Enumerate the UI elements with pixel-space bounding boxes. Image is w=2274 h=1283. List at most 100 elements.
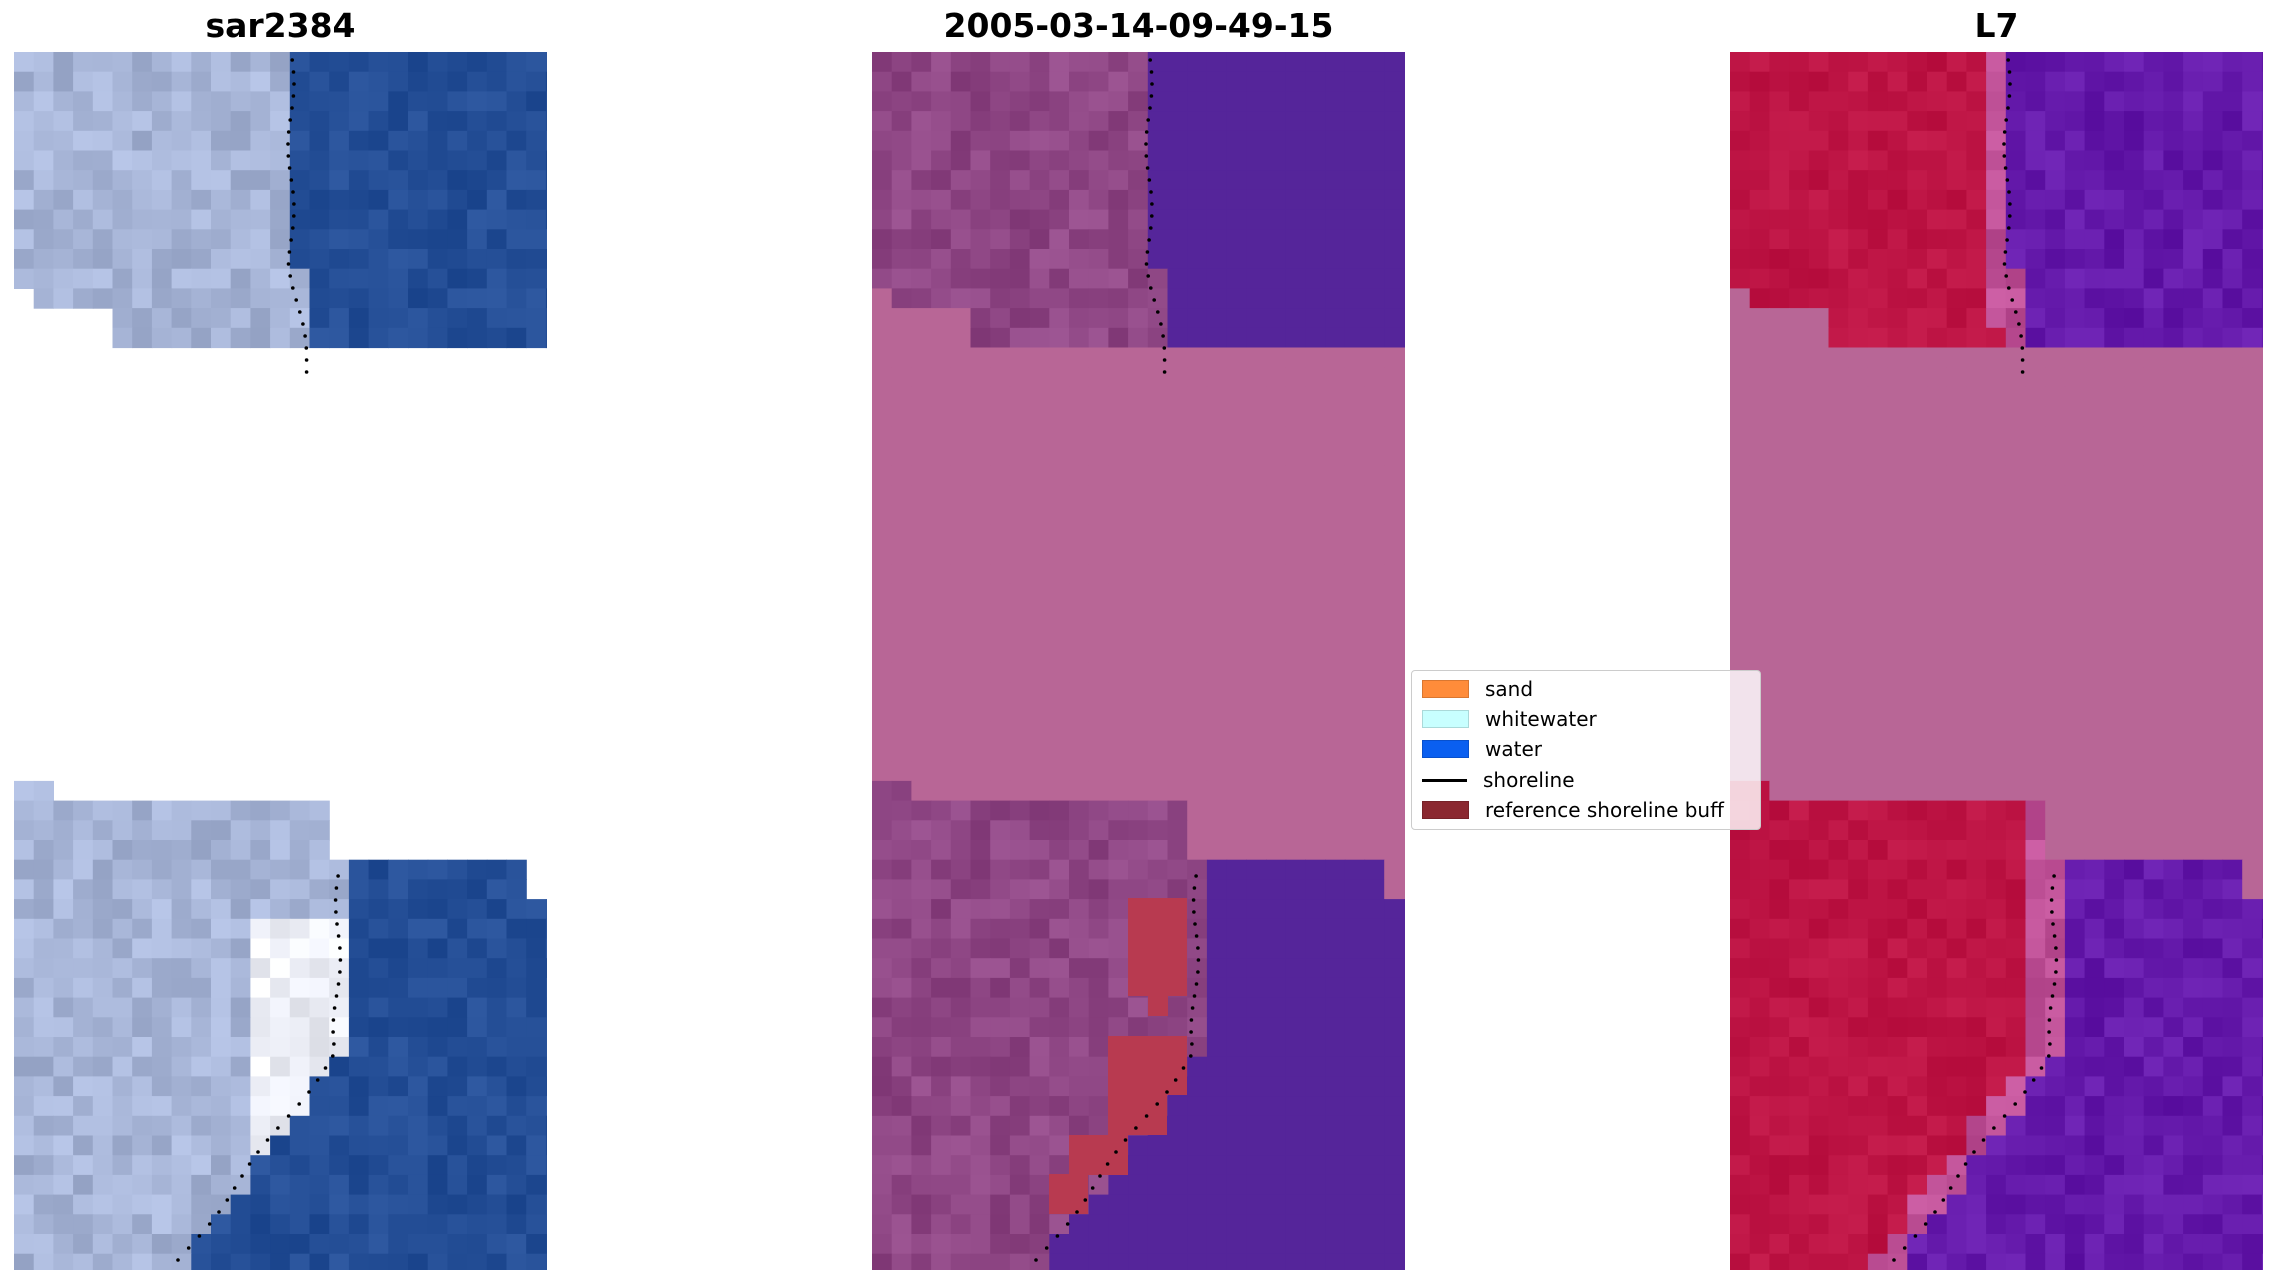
pixel-cell [1867, 91, 1889, 112]
pixel-cell [1226, 997, 1247, 1018]
pixel-cell [1364, 1194, 1385, 1215]
pixel-cell [1285, 1056, 1306, 1077]
pixel-cell [872, 170, 893, 191]
pixel-cell [1226, 643, 1247, 664]
pixel-cell [1966, 997, 1987, 1018]
pixel-cell [151, 1194, 173, 1215]
pixel-cell [53, 840, 74, 861]
pixel-cell [1147, 170, 1169, 191]
pixel-cell [151, 1076, 173, 1097]
pixel-cell [171, 327, 192, 349]
pixel-cell [368, 249, 389, 270]
pixel-cell [53, 229, 74, 250]
pixel-cell [950, 308, 972, 329]
pixel-cell [2143, 189, 2164, 211]
pixel-cell [1246, 1253, 1267, 1270]
pixel-cell [1749, 1037, 1770, 1058]
pixel-cell [1384, 643, 1405, 664]
pixel-cell [526, 1234, 547, 1255]
pixel-cell [1088, 485, 1109, 506]
pixel-cell [1325, 544, 1346, 565]
pixel-cell [171, 170, 192, 191]
pixel-cell [1808, 1155, 1830, 1176]
pixel-cell [891, 741, 912, 762]
pixel-cell [2064, 820, 2086, 841]
pixel-cell [2261, 1253, 2263, 1270]
pixel-cell [427, 1194, 448, 1215]
pixel-cell [1946, 288, 1967, 309]
pixel-cell [2183, 918, 2204, 940]
pixel-cell [506, 1174, 527, 1196]
pixel-cell [2261, 662, 2263, 683]
pixel-cell [14, 1076, 35, 1097]
pixel-cell [348, 1155, 370, 1176]
pixel-cell [2104, 918, 2125, 940]
pixel-cell [1167, 524, 1188, 546]
pixel-cell [1029, 741, 1050, 762]
pixel-cell [1384, 111, 1405, 132]
shoreline-point [303, 334, 307, 338]
pixel-cell [950, 189, 972, 211]
pixel-cell [1187, 367, 1208, 388]
pixel-cell [891, 505, 912, 526]
pixel-cell [112, 111, 133, 132]
pixel-cell [2045, 623, 2066, 644]
pixel-cell [1986, 623, 2007, 644]
pixel-cell [931, 662, 952, 683]
pixel-cell [329, 1076, 350, 1097]
pixel-cell [1848, 662, 1869, 683]
pixel-cell [53, 189, 74, 211]
pixel-cell [309, 288, 330, 309]
pixel-cell [1266, 446, 1287, 467]
pixel-cell [53, 1076, 74, 1097]
pixel-cell [1384, 682, 1405, 703]
pixel-cell [1187, 249, 1208, 270]
pixel-cell [1769, 643, 1790, 664]
pixel-cell [1049, 702, 1070, 723]
pixel-cell [1167, 327, 1188, 349]
pixel-cell [2045, 406, 2066, 427]
pixel-cell [1069, 1017, 1090, 1038]
pixel-cell [1769, 1135, 1790, 1156]
pixel-cell [1986, 91, 2007, 112]
pixel-cell [1049, 406, 1070, 427]
pixel-cell [1029, 189, 1050, 211]
pixel-cell [931, 91, 952, 112]
pixel-cell [1730, 288, 1751, 309]
pixel-cell [329, 918, 350, 940]
pixel-cell [1966, 288, 1987, 309]
pixel-cell [1187, 603, 1208, 624]
pixel-cell [2104, 662, 2125, 683]
pixel-cell [151, 1017, 173, 1038]
pixel-cell [2005, 780, 2027, 802]
pixel-cell [950, 879, 972, 900]
pixel-cell [1384, 1056, 1405, 1077]
pixel-cell [1907, 1115, 1928, 1137]
pixel-cell [132, 327, 153, 349]
pixel-cell [1009, 643, 1031, 664]
pixel-cell [1069, 367, 1090, 388]
pixel-cell [447, 899, 468, 920]
pixel-cell [1167, 150, 1188, 171]
pixel-cell [1867, 406, 1889, 427]
pixel-cell [1305, 1253, 1326, 1270]
pixel-cell [1789, 1135, 1810, 1156]
pixel-cell [112, 1076, 133, 1097]
pixel-cell [1088, 268, 1109, 289]
pixel-cell [2202, 1174, 2224, 1196]
pixel-cell [2005, 111, 2027, 132]
pixel-cell [1226, 800, 1247, 821]
pixel-cell [1266, 505, 1287, 526]
pixel-cell [1789, 1076, 1810, 1097]
pixel-cell [1049, 1155, 1070, 1176]
pixel-cell [2045, 1096, 2066, 1117]
pixel-cell [911, 603, 932, 624]
shoreline-point [1150, 214, 1154, 218]
pixel-cell [309, 1056, 330, 1077]
pixel-cell [1403, 327, 1405, 349]
pixel-cell [1167, 505, 1188, 526]
pixel-cell [1384, 761, 1405, 782]
pixel-cell [171, 1174, 192, 1196]
pixel-cell [1769, 1234, 1790, 1255]
pixel-cell [1986, 643, 2007, 664]
